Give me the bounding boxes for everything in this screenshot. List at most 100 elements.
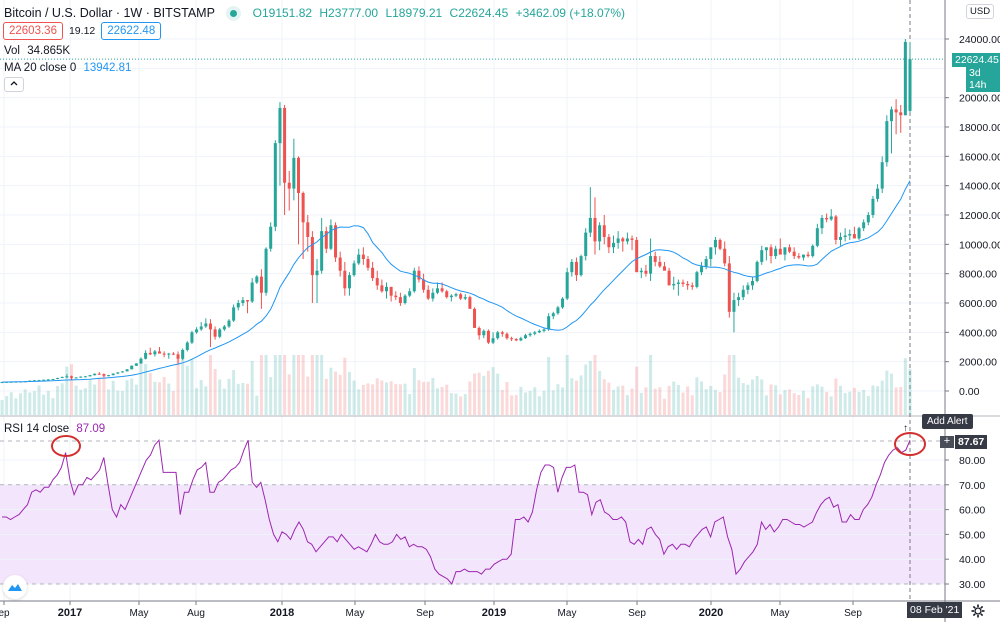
candle-body[interactable] [598, 225, 602, 242]
candle-body[interactable] [825, 217, 829, 220]
candle-body[interactable] [477, 327, 481, 336]
candle-body[interactable] [273, 143, 277, 227]
candle-body[interactable] [139, 358, 143, 364]
candle-body[interactable] [709, 247, 713, 259]
candle-body[interactable] [236, 303, 240, 308]
candle-body[interactable] [727, 263, 731, 312]
candle-body[interactable] [862, 222, 866, 229]
candle-body[interactable] [839, 237, 843, 240]
candle-body[interactable] [111, 373, 115, 376]
candle-body[interactable] [283, 107, 287, 183]
candle-body[interactable] [412, 270, 416, 292]
candle-body[interactable] [889, 109, 893, 122]
candle-body[interactable] [616, 238, 620, 243]
candle-body[interactable] [806, 254, 810, 257]
candle-body[interactable] [264, 248, 268, 293]
candle-body[interactable] [510, 338, 514, 340]
candle-body[interactable] [829, 216, 833, 220]
candle-body[interactable] [574, 261, 578, 276]
candle-body[interactable] [385, 286, 389, 292]
candle-body[interactable] [473, 308, 477, 328]
candle-body[interactable] [398, 297, 402, 303]
candle-body[interactable] [51, 378, 55, 380]
candle-body[interactable] [65, 376, 69, 378]
candle-body[interactable] [815, 228, 819, 246]
candle-body[interactable] [857, 228, 861, 239]
candle-body[interactable] [0, 382, 4, 384]
candle-body[interactable] [232, 307, 236, 321]
arrow-up-icon[interactable]: ↑ [903, 423, 908, 434]
candle-body[interactable] [394, 295, 398, 298]
candle-body[interactable] [505, 333, 509, 339]
candle-body[interactable] [653, 256, 657, 262]
candle-body[interactable] [218, 329, 222, 337]
candle-body[interactable] [625, 238, 629, 242]
candle-body[interactable] [60, 376, 64, 378]
candle-body[interactable] [602, 225, 606, 237]
candle-body[interactable] [296, 157, 300, 193]
candle-body[interactable] [843, 235, 847, 237]
candle-body[interactable] [347, 275, 351, 289]
candle-body[interactable] [144, 352, 148, 359]
candle-body[interactable] [375, 278, 379, 286]
candle-body[interactable] [334, 225, 338, 258]
candle-body[interactable] [750, 281, 754, 286]
candle-body[interactable] [676, 282, 680, 284]
candle-body[interactable] [662, 266, 666, 271]
candle-body[interactable] [208, 323, 212, 330]
candle-body[interactable] [741, 289, 745, 298]
candle-body[interactable] [852, 234, 856, 239]
candle-body[interactable] [195, 329, 199, 333]
candle-body[interactable] [292, 157, 296, 189]
candle-body[interactable] [686, 283, 690, 286]
add-alert-plus-button[interactable]: + [940, 436, 954, 448]
rsi-legend[interactable]: RSI 14 close 87.09 [4, 423, 105, 435]
candle-body[interactable] [871, 198, 875, 215]
symbol-title[interactable]: Bitcoin / U.S. Dollar · 1W · BITSTAMP [4, 6, 215, 20]
candle-body[interactable] [227, 320, 231, 327]
candle-body[interactable] [380, 285, 384, 292]
candle-body[interactable] [246, 300, 250, 302]
candle-body[interactable] [102, 374, 106, 376]
candle-body[interactable] [700, 266, 704, 273]
candle-body[interactable] [834, 216, 838, 240]
candle-body[interactable] [894, 109, 898, 113]
candle-body[interactable] [486, 330, 490, 343]
candle-body[interactable] [42, 379, 46, 381]
candle-body[interactable] [542, 329, 546, 331]
candle-body[interactable] [769, 247, 773, 257]
candle-body[interactable] [783, 247, 787, 255]
candle-body[interactable] [32, 380, 36, 382]
candle-body[interactable] [463, 297, 467, 299]
candle-body[interactable] [496, 332, 500, 339]
candle-body[interactable] [593, 217, 597, 242]
candle-body[interactable] [278, 107, 282, 144]
candle-body[interactable] [357, 254, 361, 264]
candle-body[interactable] [306, 222, 310, 237]
candle-body[interactable] [190, 332, 194, 343]
candle-body[interactable] [848, 234, 852, 236]
candle-body[interactable] [639, 270, 643, 273]
candle-body[interactable] [449, 295, 453, 298]
candle-body[interactable] [732, 300, 736, 312]
candle-body[interactable] [588, 217, 592, 233]
candle-body[interactable] [713, 239, 717, 248]
ma-legend[interactable]: MA 20 close 0 13942.81 [4, 62, 131, 74]
candle-body[interactable] [903, 41, 907, 116]
candle-body[interactable] [514, 338, 518, 341]
candle-body[interactable] [417, 270, 421, 280]
candle-body[interactable] [213, 329, 217, 337]
sell-button[interactable]: 22603.36 [3, 22, 63, 40]
candle-body[interactable] [876, 188, 880, 199]
candle-body[interactable] [259, 276, 263, 293]
candle-body[interactable] [343, 270, 347, 289]
candle-body[interactable] [125, 369, 129, 372]
candle-body[interactable] [635, 239, 639, 273]
candle-body[interactable] [185, 342, 189, 350]
candle-body[interactable] [672, 283, 676, 286]
candle-body[interactable] [899, 112, 903, 116]
candle-body[interactable] [519, 338, 523, 341]
candle-body[interactable] [500, 332, 504, 334]
candle-body[interactable] [533, 332, 537, 334]
candle-body[interactable] [361, 254, 365, 259]
